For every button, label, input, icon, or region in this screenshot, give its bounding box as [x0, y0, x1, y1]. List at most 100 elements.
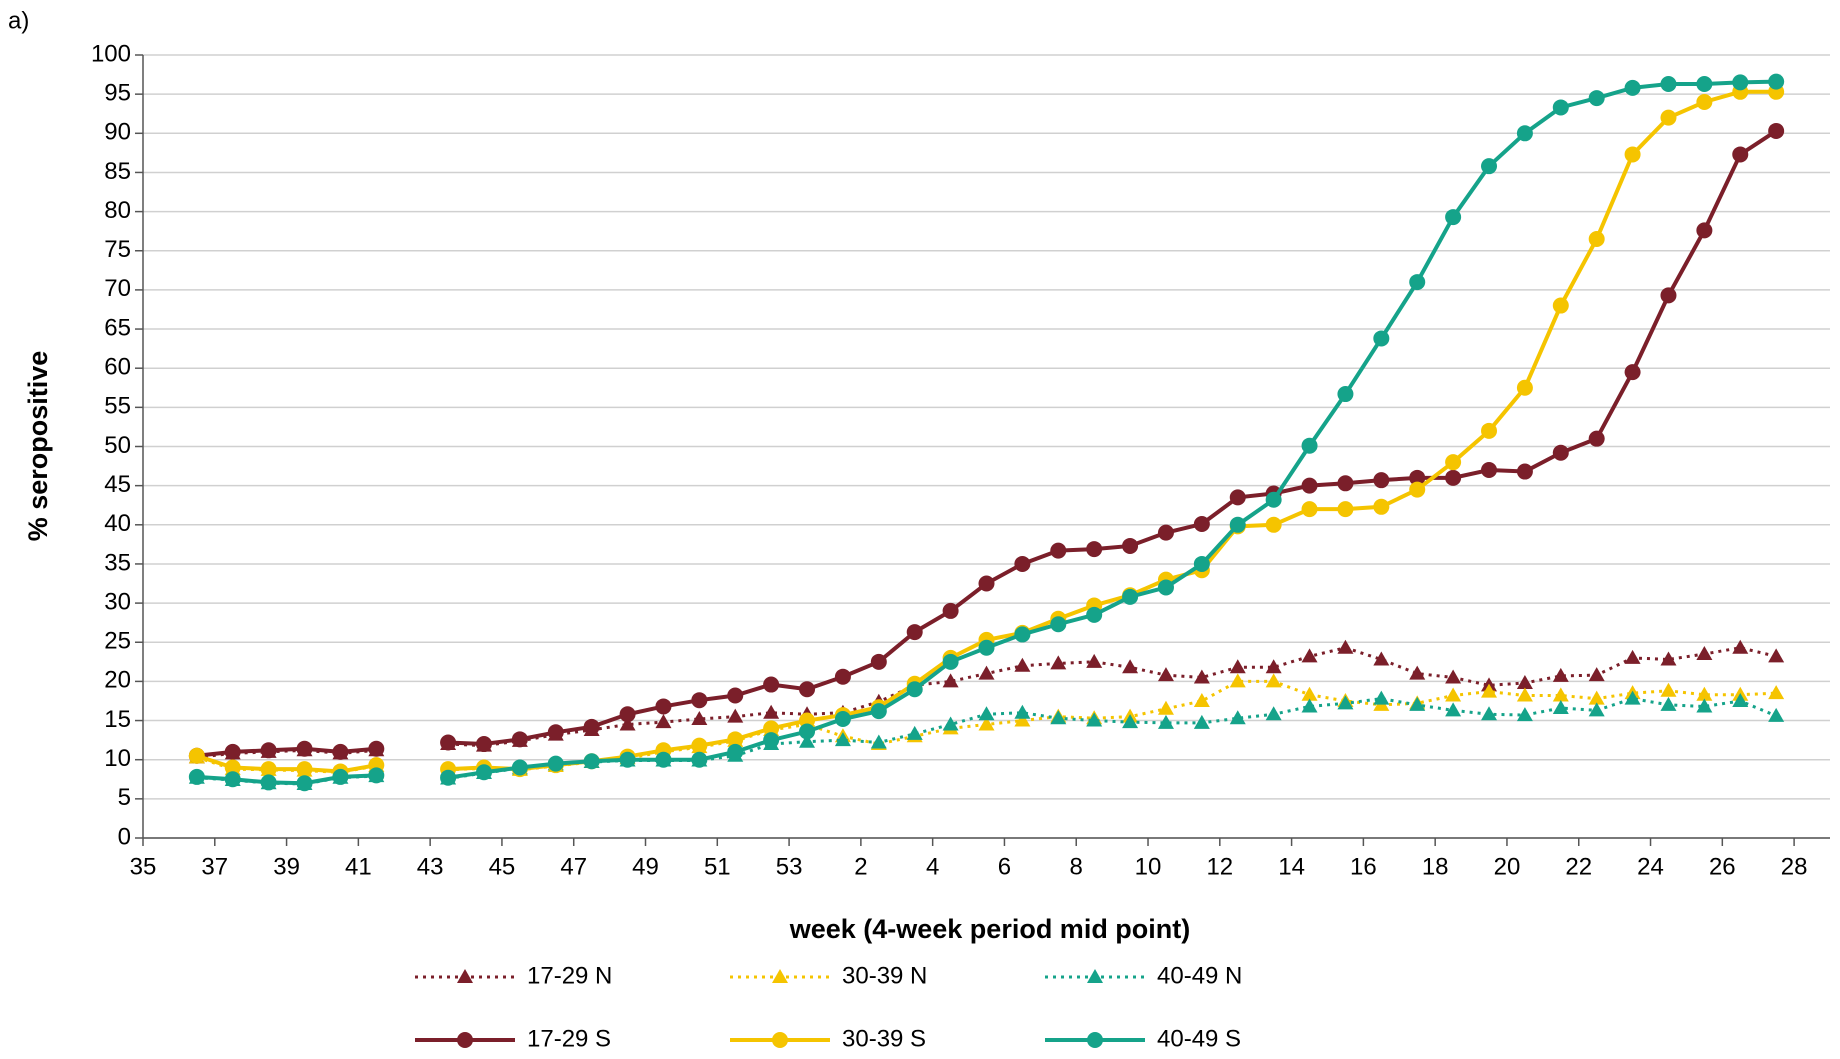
data-point	[368, 767, 385, 784]
data-point	[1409, 469, 1426, 486]
data-point	[511, 759, 528, 776]
legend-label: 40-49 N	[1157, 962, 1242, 989]
legend-marker	[1087, 969, 1103, 983]
data-point	[1122, 714, 1139, 729]
data-point	[1624, 79, 1641, 96]
data-point	[1229, 489, 1246, 506]
data-point	[1337, 695, 1354, 710]
data-point	[1301, 648, 1318, 663]
data-point	[224, 759, 241, 776]
data-point	[1516, 707, 1533, 722]
data-point	[1122, 659, 1139, 674]
y-tick-label: 55	[104, 393, 131, 420]
y-tick-label: 50	[104, 432, 131, 459]
data-point	[475, 736, 492, 753]
data-point	[1014, 657, 1031, 672]
data-point	[332, 768, 349, 785]
data-point	[1337, 501, 1354, 518]
data-point	[619, 751, 636, 768]
data-point	[260, 742, 277, 759]
legend-marker	[772, 969, 788, 983]
data-point	[1193, 516, 1210, 533]
data-point	[188, 747, 205, 764]
y-tick-label: 0	[118, 823, 131, 850]
data-point	[1014, 626, 1031, 643]
x-tick-label: 37	[201, 853, 228, 880]
data-point	[1157, 579, 1174, 596]
y-tick-label: 25	[104, 628, 131, 655]
data-point	[224, 743, 241, 760]
x-tick-label: 35	[130, 853, 157, 880]
data-point	[1732, 692, 1749, 707]
data-point	[1660, 109, 1677, 126]
x-tick-label: 47	[560, 853, 587, 880]
data-point	[1624, 364, 1641, 381]
data-point	[1373, 330, 1390, 347]
data-point	[799, 712, 816, 729]
data-point	[1122, 537, 1139, 554]
data-point	[1265, 516, 1282, 533]
data-point	[1229, 673, 1246, 688]
data-point	[691, 710, 708, 725]
data-point	[1193, 669, 1210, 684]
data-point	[906, 725, 923, 740]
data-point	[1516, 687, 1533, 702]
data-point	[1588, 702, 1605, 717]
y-tick-label: 90	[104, 119, 131, 146]
data-point	[1732, 639, 1749, 654]
y-tick-label: 80	[104, 197, 131, 224]
data-point	[260, 774, 277, 791]
legend-marker	[772, 1032, 788, 1048]
data-point	[1014, 712, 1031, 727]
data-point	[942, 653, 959, 670]
x-tick-label: 4	[926, 853, 939, 880]
series-line	[196, 129, 1778, 758]
data-point	[1301, 698, 1318, 713]
data-point	[763, 720, 780, 737]
x-tick-label: 39	[273, 853, 300, 880]
x-tick-label: 28	[1781, 853, 1808, 880]
data-point	[1696, 698, 1713, 713]
data-point	[1337, 386, 1354, 403]
data-point	[1050, 616, 1067, 633]
data-point	[978, 665, 995, 680]
data-point	[727, 708, 744, 723]
data-point	[1552, 687, 1569, 702]
y-tick-label: 95	[104, 79, 131, 106]
data-point	[1193, 714, 1210, 729]
data-point	[1481, 461, 1498, 478]
x-tick-label: 14	[1278, 853, 1305, 880]
data-point	[1588, 430, 1605, 447]
data-point	[1445, 209, 1462, 226]
data-point	[942, 716, 959, 731]
y-tick-label: 40	[104, 510, 131, 537]
x-tick-label: 20	[1494, 853, 1521, 880]
data-point	[547, 755, 564, 772]
x-tick-label: 8	[1070, 853, 1083, 880]
data-point	[1050, 655, 1067, 670]
data-point	[942, 673, 959, 688]
series-line	[196, 646, 1777, 759]
data-point	[1481, 706, 1498, 721]
data-point	[1481, 683, 1498, 698]
data-point	[763, 676, 780, 693]
data-point	[1588, 231, 1605, 248]
data-point	[1301, 686, 1318, 701]
y-axis-title: % seropositive	[23, 351, 53, 542]
legend-marker	[457, 1032, 473, 1048]
data-point	[1696, 222, 1713, 239]
data-point	[1768, 73, 1785, 90]
data-point	[1157, 667, 1174, 682]
data-point	[296, 761, 313, 778]
y-tick-label: 60	[104, 354, 131, 381]
data-point	[1050, 542, 1067, 559]
data-point	[1696, 93, 1713, 110]
data-point	[1732, 74, 1749, 91]
data-point	[1409, 665, 1426, 680]
data-point	[691, 751, 708, 768]
y-tick-label: 65	[104, 314, 131, 341]
data-point	[1229, 659, 1246, 674]
data-point	[1768, 122, 1785, 139]
data-point	[1552, 297, 1569, 314]
